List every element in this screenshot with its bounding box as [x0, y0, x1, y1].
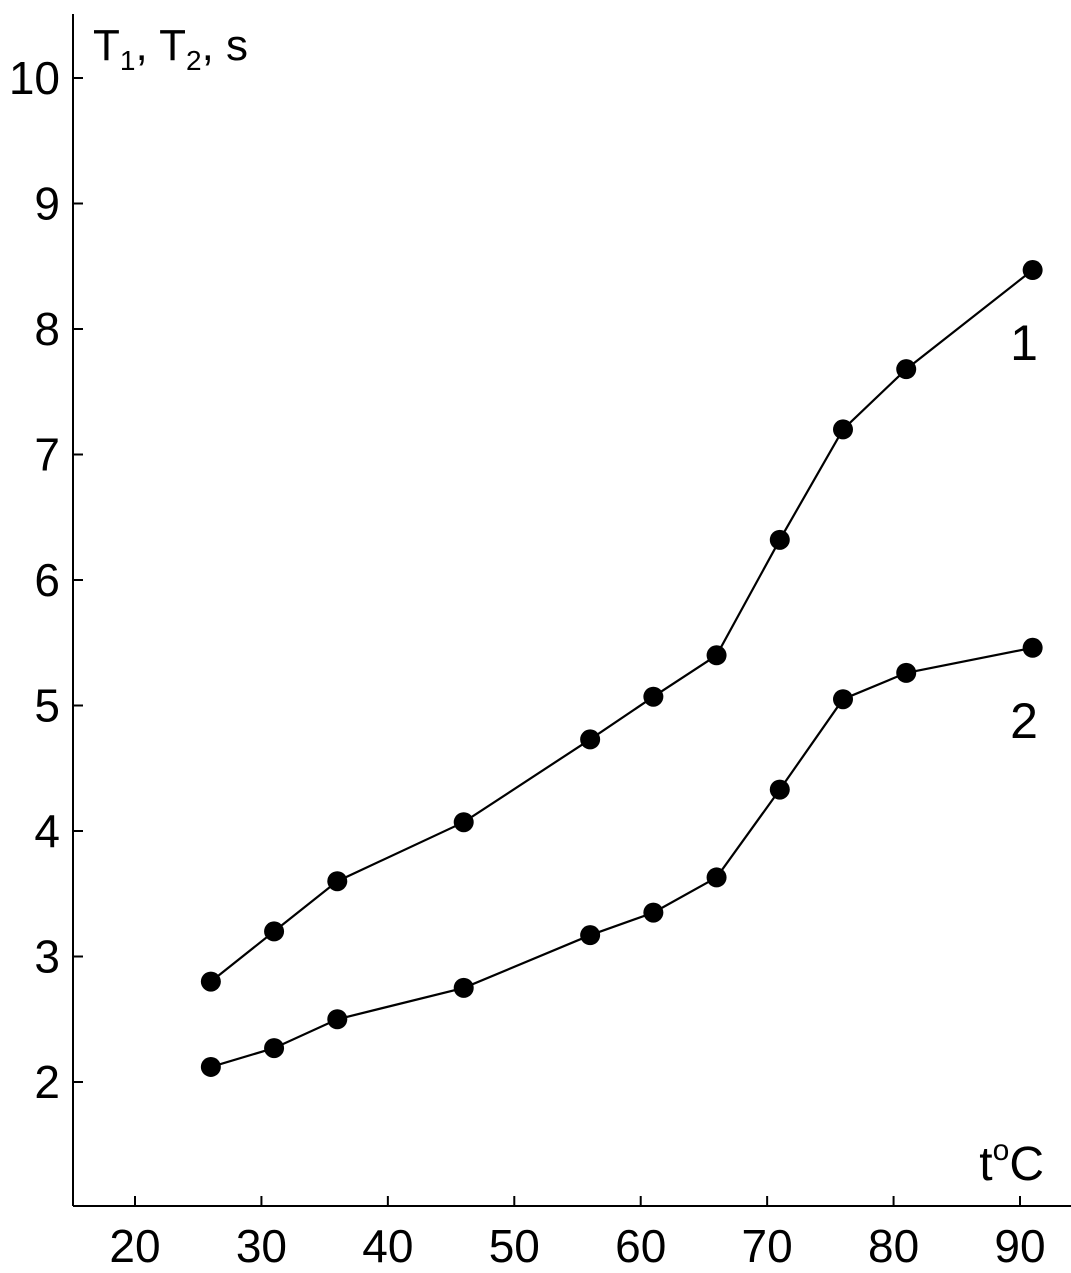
y-tick-label: 4: [34, 805, 60, 857]
series-2: [200, 637, 1043, 1077]
series-labels: 12: [1010, 315, 1038, 749]
series-1-label: 1: [1010, 315, 1038, 371]
y-tick-label: 3: [34, 931, 60, 983]
series-2-line: [210, 646, 1033, 1068]
series-2-point: [264, 1038, 285, 1059]
series-1: [200, 260, 1043, 992]
y-tick-label: 10: [9, 52, 60, 104]
x-axis-title: toC: [979, 1134, 1044, 1191]
series-layer: [200, 260, 1043, 1077]
series-2-point: [769, 779, 790, 800]
series-2-point: [200, 1056, 221, 1077]
series-1-point: [580, 729, 601, 750]
series-1-point: [769, 529, 790, 550]
y-tick-label: 9: [34, 178, 60, 230]
x-title-base: t: [979, 1138, 992, 1191]
y-title-t2-base: T: [159, 21, 186, 70]
y-axis-ticks: 2 3 4 5 6 7 8 9 10: [9, 52, 83, 1108]
series-1-point: [706, 645, 727, 666]
y-tick-label: 2: [34, 1056, 60, 1108]
y-tick-label: 6: [34, 554, 60, 606]
x-title-unit: C: [1009, 1138, 1044, 1191]
x-tick-label: 70: [742, 1220, 793, 1272]
series-1-point: [643, 686, 664, 707]
y-axis-title: T1, T2, s: [93, 21, 248, 76]
x-tick-label: 90: [994, 1220, 1045, 1272]
series-1-point: [896, 359, 917, 380]
series-2-point: [643, 902, 664, 923]
x-title-superscript: o: [993, 1134, 1010, 1167]
y-tick-label: 8: [34, 303, 60, 355]
y-title-separator-1: ,: [135, 21, 159, 70]
x-tick-label: 80: [868, 1220, 919, 1272]
x-tick-label: 40: [362, 1220, 413, 1272]
series-1-point: [833, 419, 853, 440]
y-title-unit: s: [226, 21, 248, 70]
series-2-point: [1022, 637, 1043, 658]
y-title-t1-base: T: [93, 21, 120, 70]
series-2-point: [896, 662, 917, 683]
y-title-t2-subscript: 2: [186, 45, 202, 76]
series-2-point: [706, 867, 727, 888]
series-2-point: [453, 977, 474, 998]
x-tick-label: 20: [109, 1220, 160, 1272]
series-2-point: [833, 689, 853, 710]
series-1-point: [200, 971, 221, 992]
y-tick-label: 7: [34, 429, 60, 481]
series-2-point: [580, 925, 601, 946]
series-2-point: [327, 1009, 348, 1030]
series-1-point: [453, 812, 474, 833]
series-1-point: [264, 921, 285, 942]
x-tick-label: 30: [236, 1220, 287, 1272]
x-tick-label: 60: [615, 1220, 666, 1272]
series-1-point: [1022, 260, 1043, 281]
x-tick-label: 50: [489, 1220, 540, 1272]
y-title-separator-2: ,: [202, 21, 226, 70]
x-axis-ticks: 20 30 40 50 60 70 80 90: [109, 1196, 1046, 1272]
y-tick-label: 5: [34, 680, 60, 732]
series-1-point: [327, 871, 348, 892]
series-2-label: 2: [1010, 693, 1038, 749]
y-title-t1-subscript: 1: [120, 45, 136, 76]
plot-axes: [72, 14, 1071, 1207]
